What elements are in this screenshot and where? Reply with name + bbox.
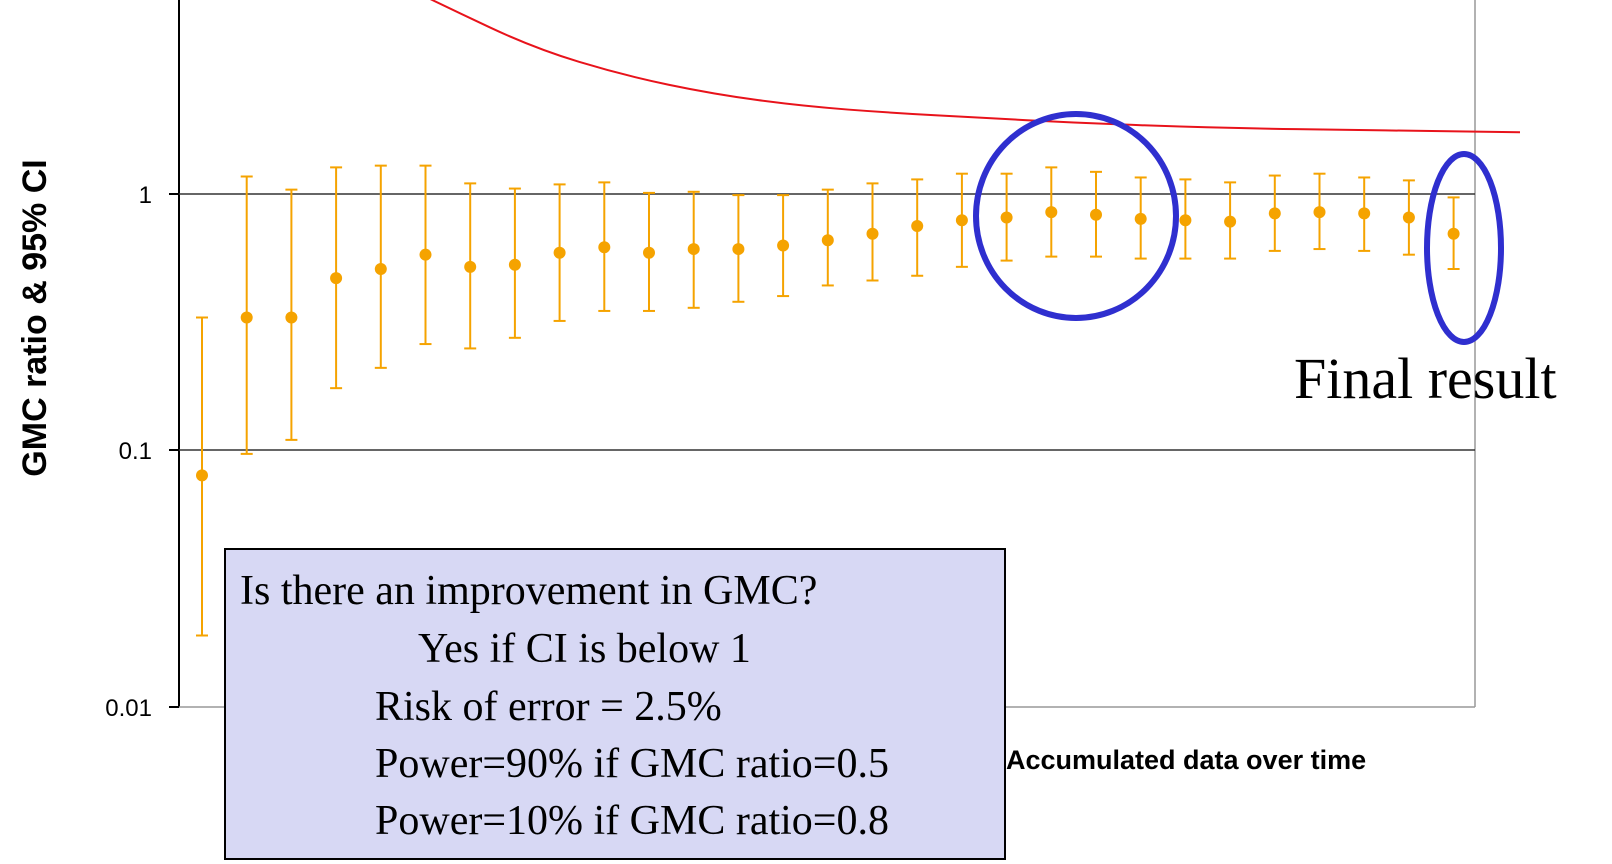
point-estimate bbox=[955, 214, 968, 227]
data-point-group bbox=[508, 187, 521, 339]
point-estimate bbox=[1134, 212, 1147, 225]
data-point-group bbox=[374, 164, 387, 369]
data-point-group bbox=[1402, 179, 1415, 256]
data-point-group bbox=[330, 166, 343, 390]
info-box bbox=[224, 548, 1006, 860]
point-estimate bbox=[330, 272, 343, 285]
y-tick-label-1: 1 bbox=[139, 182, 152, 209]
point-estimate bbox=[240, 311, 253, 324]
data-point-group bbox=[821, 188, 834, 287]
final-result-label: Final result bbox=[1294, 346, 1557, 411]
point-estimate bbox=[419, 248, 432, 261]
data-point-group bbox=[643, 191, 655, 312]
point-estimate bbox=[1224, 215, 1237, 228]
info-box-line-5: Power=10% if GMC ratio=0.8 bbox=[375, 798, 889, 844]
data-point-group bbox=[196, 316, 208, 637]
info-box-line-2: Yes if CI is below 1 bbox=[418, 626, 751, 672]
data-point-group bbox=[777, 194, 790, 298]
point-estimate bbox=[821, 234, 834, 247]
boundary-curve bbox=[429, 0, 1521, 134]
data-point-group bbox=[911, 178, 924, 277]
y-tick-label-0.01: 0.01 bbox=[105, 695, 152, 722]
point-estimate bbox=[1268, 207, 1281, 220]
data-point-group bbox=[1134, 176, 1147, 260]
point-estimate bbox=[1313, 206, 1326, 219]
info-box-line-1: Is there an improvement in GMC? bbox=[240, 568, 817, 614]
point-estimate bbox=[508, 258, 521, 271]
point-estimate bbox=[643, 246, 655, 259]
point-estimate bbox=[1000, 211, 1013, 224]
data-point-group bbox=[1447, 196, 1460, 271]
data-point-group bbox=[1358, 176, 1371, 252]
info-box-line-4: Power=90% if GMC ratio=0.5 bbox=[375, 741, 889, 787]
point-estimate bbox=[1402, 211, 1415, 224]
data-point-group bbox=[1179, 178, 1192, 260]
y-tick-label-0.1: 0.1 bbox=[119, 438, 152, 465]
data-point-group bbox=[1224, 181, 1237, 260]
data-point-group bbox=[1313, 172, 1326, 251]
data-point-group bbox=[1090, 170, 1102, 258]
point-estimate bbox=[1447, 227, 1460, 240]
data-point-group bbox=[1000, 172, 1013, 262]
data-point-group bbox=[732, 194, 745, 303]
y-axis-label: GMC ratio & 95% CI bbox=[16, 159, 54, 476]
points-layer bbox=[196, 164, 1460, 637]
point-estimate bbox=[1358, 207, 1371, 220]
data-point-group bbox=[1045, 166, 1058, 258]
point-estimate bbox=[553, 246, 566, 259]
data-point-group bbox=[285, 188, 298, 441]
info-box-line-3: Risk of error = 2.5% bbox=[375, 684, 722, 730]
data-point-group bbox=[1268, 174, 1281, 252]
point-estimate bbox=[1179, 214, 1192, 227]
data-point-group bbox=[598, 181, 611, 312]
point-estimate bbox=[866, 227, 879, 240]
data-point-group bbox=[553, 183, 566, 322]
point-estimate bbox=[777, 239, 790, 252]
data-point-group bbox=[419, 164, 432, 346]
point-estimate bbox=[598, 241, 611, 254]
data-point-group bbox=[866, 182, 879, 282]
data-point-group bbox=[955, 172, 968, 268]
x-axis-label: Accumulated data over time bbox=[1006, 745, 1366, 775]
point-estimate bbox=[687, 243, 700, 256]
data-point-group bbox=[464, 182, 477, 350]
point-estimate bbox=[1045, 206, 1058, 219]
point-estimate bbox=[285, 311, 298, 324]
point-estimate bbox=[911, 220, 924, 233]
point-estimate bbox=[732, 243, 745, 256]
point-estimate bbox=[464, 260, 477, 273]
data-point-group bbox=[240, 175, 253, 455]
point-estimate bbox=[374, 263, 387, 276]
highlight-circle-middle bbox=[973, 111, 1179, 321]
highlight-circle-final bbox=[1424, 151, 1504, 345]
data-point-group bbox=[687, 190, 700, 309]
point-estimate bbox=[196, 469, 208, 482]
point-estimate bbox=[1090, 208, 1102, 221]
